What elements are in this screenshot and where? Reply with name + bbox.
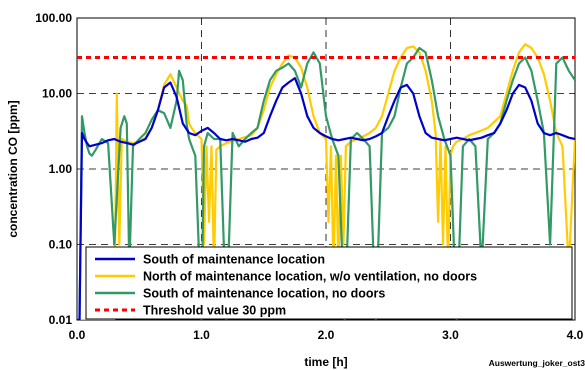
legend-box xyxy=(85,246,573,320)
y-axis-label: concentration CO [ppm] xyxy=(6,100,20,237)
y-tick-label: 1.00 xyxy=(49,162,73,176)
y-tick-label: 0.01 xyxy=(49,313,73,327)
series-line-1 xyxy=(77,76,575,320)
y-tick-label: 10.00 xyxy=(42,87,72,101)
series-line-3 xyxy=(77,46,575,320)
legend-label-3: South of maintenance location, no doors xyxy=(143,287,385,301)
source-annotation: Auswertung_joker_ost3 xyxy=(489,358,585,368)
legend-label-4: Threshold value 30 ppm xyxy=(143,304,286,318)
legend-label-1: South of maintenance location xyxy=(143,253,325,267)
x-axis-label: time [h] xyxy=(304,355,347,369)
y-tick-label: 100.00 xyxy=(35,11,72,25)
y-tick-label: 0.10 xyxy=(49,238,73,252)
x-tick-label: 3.0 xyxy=(442,328,459,342)
x-tick-label: 1.0 xyxy=(193,328,210,342)
x-tick-label: 4.0 xyxy=(567,328,584,342)
series-lines xyxy=(77,43,575,320)
legend-label-2: North of maintenance location, w/o venti… xyxy=(143,270,477,284)
y-axis-ticks: 0.01 0.10 1.00 10.00 100.00 xyxy=(35,11,72,327)
x-tick-label: 0.0 xyxy=(69,328,86,342)
x-axis-ticks: 0.0 1.0 2.0 3.0 4.0 xyxy=(69,328,584,342)
legend: South of maintenance location North of ma… xyxy=(85,246,573,320)
x-tick-label: 2.0 xyxy=(318,328,335,342)
